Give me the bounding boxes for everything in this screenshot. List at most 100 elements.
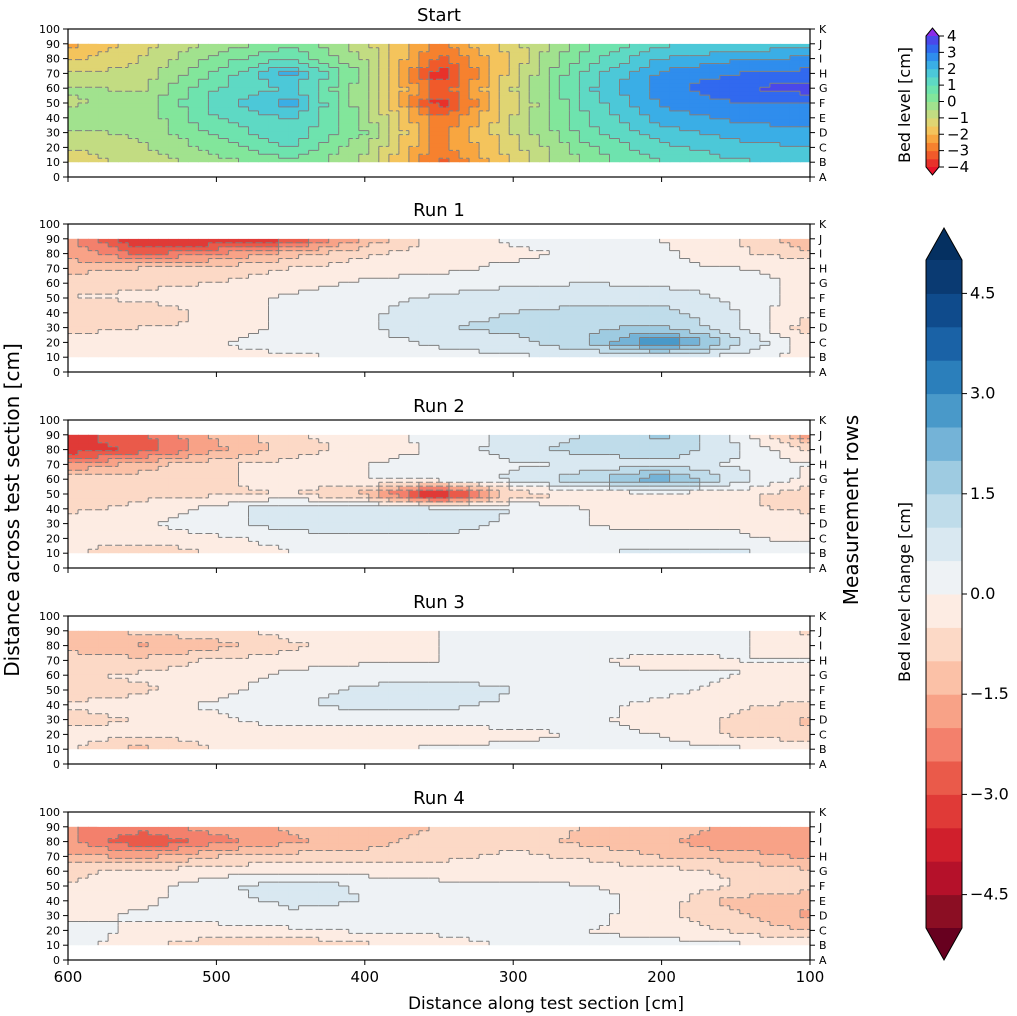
contour-cell bbox=[509, 537, 520, 542]
contour-cell bbox=[258, 321, 270, 327]
contour-cell bbox=[629, 345, 641, 350]
contour-cell bbox=[428, 353, 440, 358]
contour-cell bbox=[258, 325, 270, 331]
contour-cell bbox=[98, 549, 109, 554]
contour-cell bbox=[188, 95, 199, 100]
contour-cell bbox=[719, 114, 731, 120]
contour-cell bbox=[258, 67, 270, 73]
contour-cell bbox=[178, 298, 189, 303]
contour-cell bbox=[529, 91, 540, 96]
contour-cell bbox=[88, 349, 99, 354]
contour-cell bbox=[579, 146, 591, 151]
contour-cell bbox=[679, 282, 691, 287]
contour-cell bbox=[228, 541, 240, 546]
contour-cell bbox=[599, 341, 611, 346]
contour-cell bbox=[519, 529, 530, 535]
contour-cell bbox=[479, 138, 490, 144]
contour-cell bbox=[729, 91, 741, 96]
contour-cell bbox=[298, 541, 310, 546]
contour-cell bbox=[138, 290, 149, 295]
contour-cell bbox=[789, 266, 801, 271]
contour-cell bbox=[168, 313, 179, 319]
contour-cell bbox=[759, 254, 771, 260]
contour-cell bbox=[318, 282, 330, 287]
contour-cell bbox=[218, 309, 230, 315]
contour-cell bbox=[599, 134, 611, 140]
contour-cell bbox=[388, 286, 400, 291]
contour-cell bbox=[459, 242, 470, 248]
contour-cell bbox=[348, 59, 360, 65]
contour-cell bbox=[378, 305, 390, 311]
contour-cell bbox=[609, 325, 621, 331]
contour-cell bbox=[489, 337, 500, 343]
contour-cell bbox=[208, 349, 220, 354]
contour-cell bbox=[499, 154, 510, 159]
contour-cell bbox=[278, 270, 290, 275]
contour-cell bbox=[509, 301, 520, 307]
contour-cell bbox=[188, 110, 199, 116]
contour-cell bbox=[499, 47, 510, 53]
contour-cell bbox=[378, 549, 390, 554]
contour-cell bbox=[599, 353, 611, 358]
contour-cell bbox=[519, 63, 530, 69]
contour-cell bbox=[418, 51, 430, 57]
contour-cell bbox=[358, 345, 370, 350]
contour-cell bbox=[248, 329, 260, 335]
contour-cell bbox=[759, 282, 771, 287]
contour-cell bbox=[519, 333, 530, 339]
contour-cell bbox=[188, 325, 199, 331]
contour-cell bbox=[258, 533, 270, 539]
contour-cell bbox=[408, 345, 420, 350]
contour-cell bbox=[649, 67, 661, 73]
contour-cell bbox=[679, 158, 691, 163]
contour-cell bbox=[439, 142, 450, 148]
contour-cell bbox=[158, 266, 169, 271]
contour-cell bbox=[649, 95, 661, 100]
contour-cell bbox=[268, 146, 280, 151]
contour-cell bbox=[228, 91, 240, 96]
contour-cell bbox=[779, 114, 791, 120]
contour-cell bbox=[459, 47, 470, 53]
contour-cell bbox=[659, 75, 671, 80]
contour-cell bbox=[248, 274, 260, 279]
contour-cell bbox=[579, 134, 591, 140]
contour-cell bbox=[248, 118, 260, 124]
contour-cell bbox=[348, 258, 360, 264]
contour-cell bbox=[549, 142, 560, 148]
contour-cell bbox=[489, 75, 500, 80]
contour-cell bbox=[308, 138, 320, 144]
contour-cell bbox=[549, 270, 560, 275]
contour-cell bbox=[649, 274, 661, 279]
contour-cell bbox=[308, 549, 320, 554]
contour-cell bbox=[499, 349, 510, 354]
contour-cell bbox=[68, 246, 79, 252]
contour-cell bbox=[248, 533, 260, 539]
contour-cell bbox=[308, 286, 320, 291]
contour-cell bbox=[108, 79, 119, 84]
contour-cell bbox=[789, 329, 801, 335]
contour-cell bbox=[739, 246, 751, 252]
contour-cell bbox=[779, 51, 791, 57]
contour-cell bbox=[769, 254, 781, 260]
contour-cell bbox=[679, 154, 691, 159]
contour-cell bbox=[228, 138, 240, 144]
contour-cell bbox=[138, 118, 149, 124]
contour-cell bbox=[699, 262, 711, 268]
contour-cell bbox=[789, 286, 801, 291]
contour-cell bbox=[218, 106, 230, 112]
contour-cell bbox=[799, 298, 810, 303]
contour-cell bbox=[188, 154, 199, 159]
contour-cell bbox=[88, 126, 99, 132]
contour-cell bbox=[208, 529, 220, 535]
contour-cell bbox=[719, 533, 731, 539]
contour-cell bbox=[789, 106, 801, 112]
contour-cell bbox=[278, 126, 290, 132]
contour-cell bbox=[278, 246, 290, 252]
contour-cell bbox=[439, 242, 450, 248]
contour-cell bbox=[68, 270, 79, 275]
y-tick-label: 0 bbox=[53, 171, 60, 184]
contour-cell bbox=[148, 321, 159, 327]
contour-cell bbox=[439, 43, 450, 49]
contour-cell bbox=[168, 154, 179, 159]
contour-cell bbox=[358, 150, 370, 155]
